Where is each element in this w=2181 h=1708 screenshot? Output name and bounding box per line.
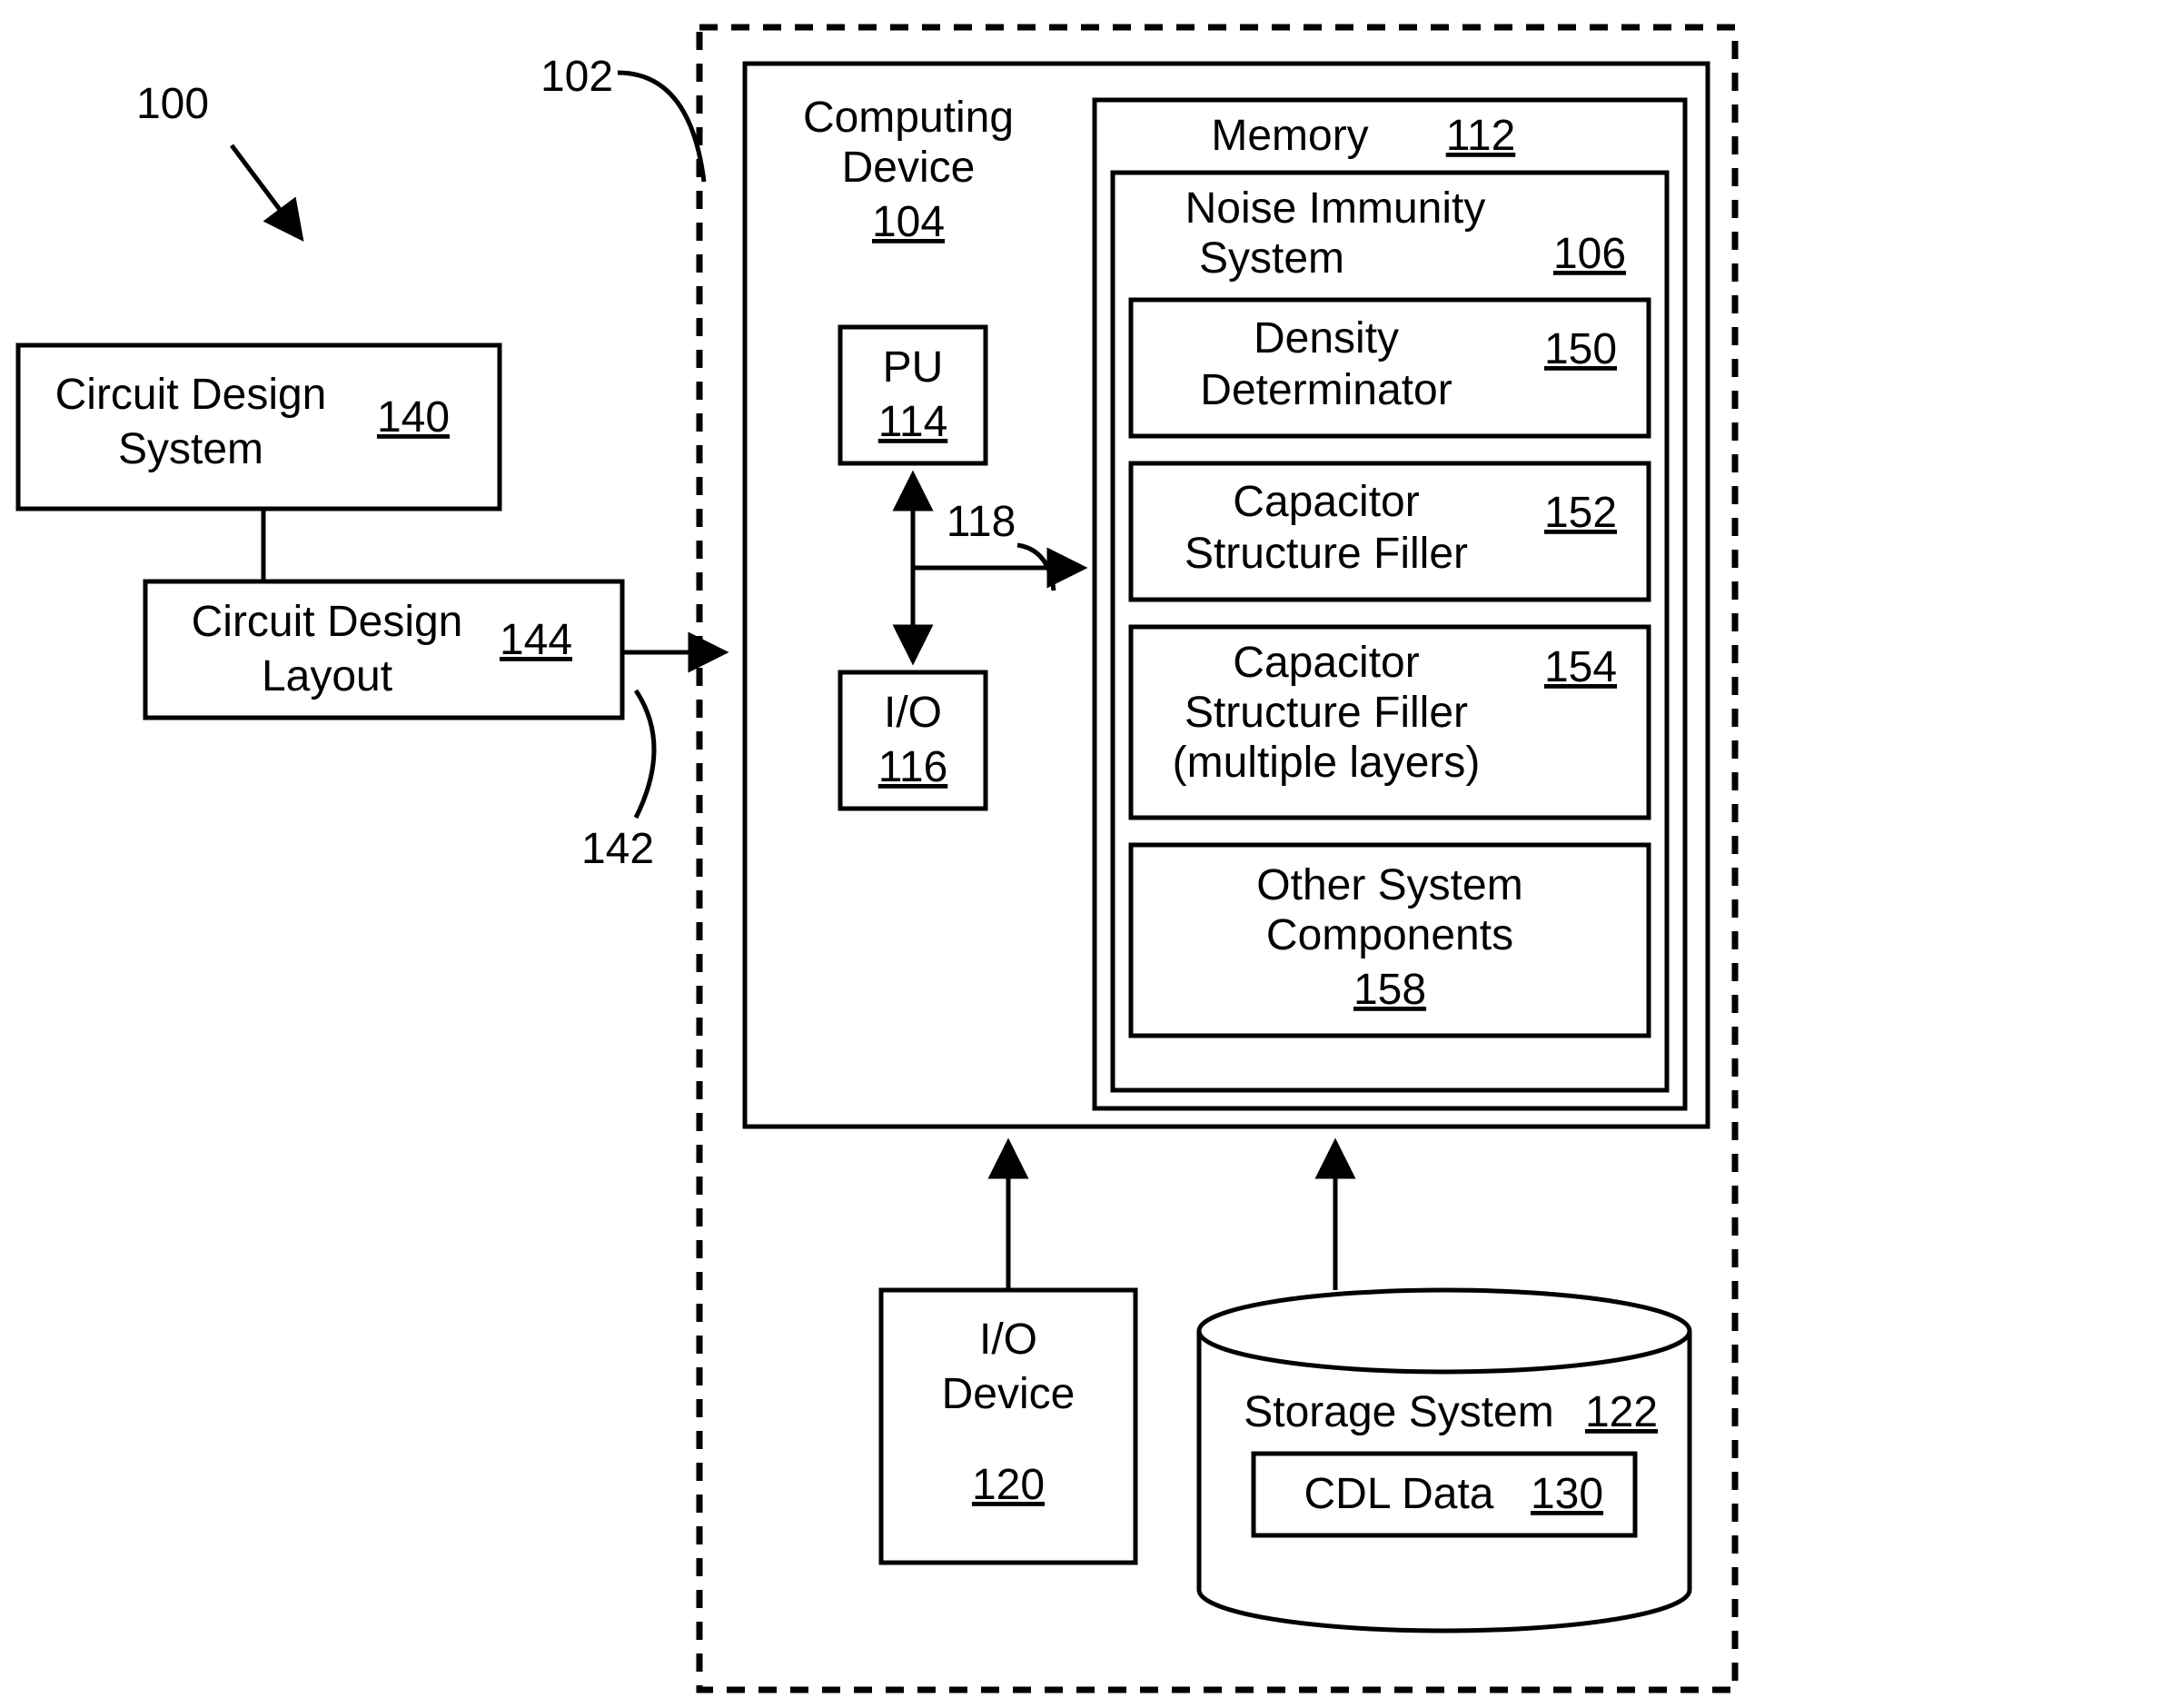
storage-title: Storage System — [1244, 1388, 1553, 1436]
iodev-title: I/O — [979, 1316, 1037, 1364]
csf2-num: 154 — [1544, 643, 1617, 691]
cdl-arrow-curve — [636, 690, 654, 818]
csf1-title2: Structure Filler — [1185, 530, 1468, 578]
fig-num-pointer — [232, 145, 300, 236]
dd-title2: Determinator — [1200, 366, 1452, 414]
figure-number: 100 — [136, 80, 209, 128]
cdl-title2: Layout — [262, 652, 392, 700]
dd-title: Density — [1254, 314, 1399, 362]
bus-num: 118 — [947, 498, 1016, 546]
memory-num: 112 — [1446, 112, 1516, 160]
storage-num: 122 — [1585, 1388, 1658, 1436]
cdldata-num: 130 — [1531, 1470, 1603, 1518]
cds-title: Circuit Design — [55, 371, 327, 419]
computing-title: Computing — [803, 94, 1014, 142]
env-pointer — [618, 73, 704, 182]
computing-num: 104 — [872, 198, 945, 246]
csf2-title: Capacitor — [1233, 639, 1419, 687]
cdl-title: Circuit Design — [192, 598, 463, 646]
other-num: 158 — [1353, 966, 1426, 1014]
cdl-num: 144 — [500, 616, 572, 664]
dd-num: 150 — [1544, 325, 1617, 373]
iodev-title2: Device — [942, 1370, 1076, 1418]
pu-num: 114 — [878, 398, 948, 446]
nis-title2: System — [1199, 234, 1344, 283]
csf2-title3: (multiple layers) — [1173, 739, 1481, 787]
io-title: I/O — [884, 689, 942, 737]
other-title: Other System — [1256, 861, 1522, 909]
pu-title: PU — [883, 343, 944, 392]
memory-title: Memory — [1211, 112, 1368, 160]
csf2-title2: Structure Filler — [1185, 689, 1468, 737]
csf1-title: Capacitor — [1233, 478, 1419, 526]
computing-title2: Device — [842, 144, 976, 192]
nis-num: 106 — [1553, 230, 1626, 278]
cds-title2: System — [118, 425, 263, 473]
other-title2: Components — [1266, 911, 1513, 959]
diagram-canvas: 100 102 Circuit Design System 140 Circui… — [0, 0, 2181, 1708]
iodev-num: 120 — [972, 1461, 1045, 1509]
cdl-arrow-num: 142 — [581, 825, 654, 873]
cds-num: 140 — [377, 393, 450, 442]
cdldata-title: CDL Data — [1304, 1470, 1494, 1518]
csf1-num: 152 — [1544, 489, 1617, 537]
nis-title: Noise Immunity — [1185, 184, 1486, 233]
env-number: 102 — [540, 53, 613, 101]
io-num: 116 — [878, 743, 948, 791]
